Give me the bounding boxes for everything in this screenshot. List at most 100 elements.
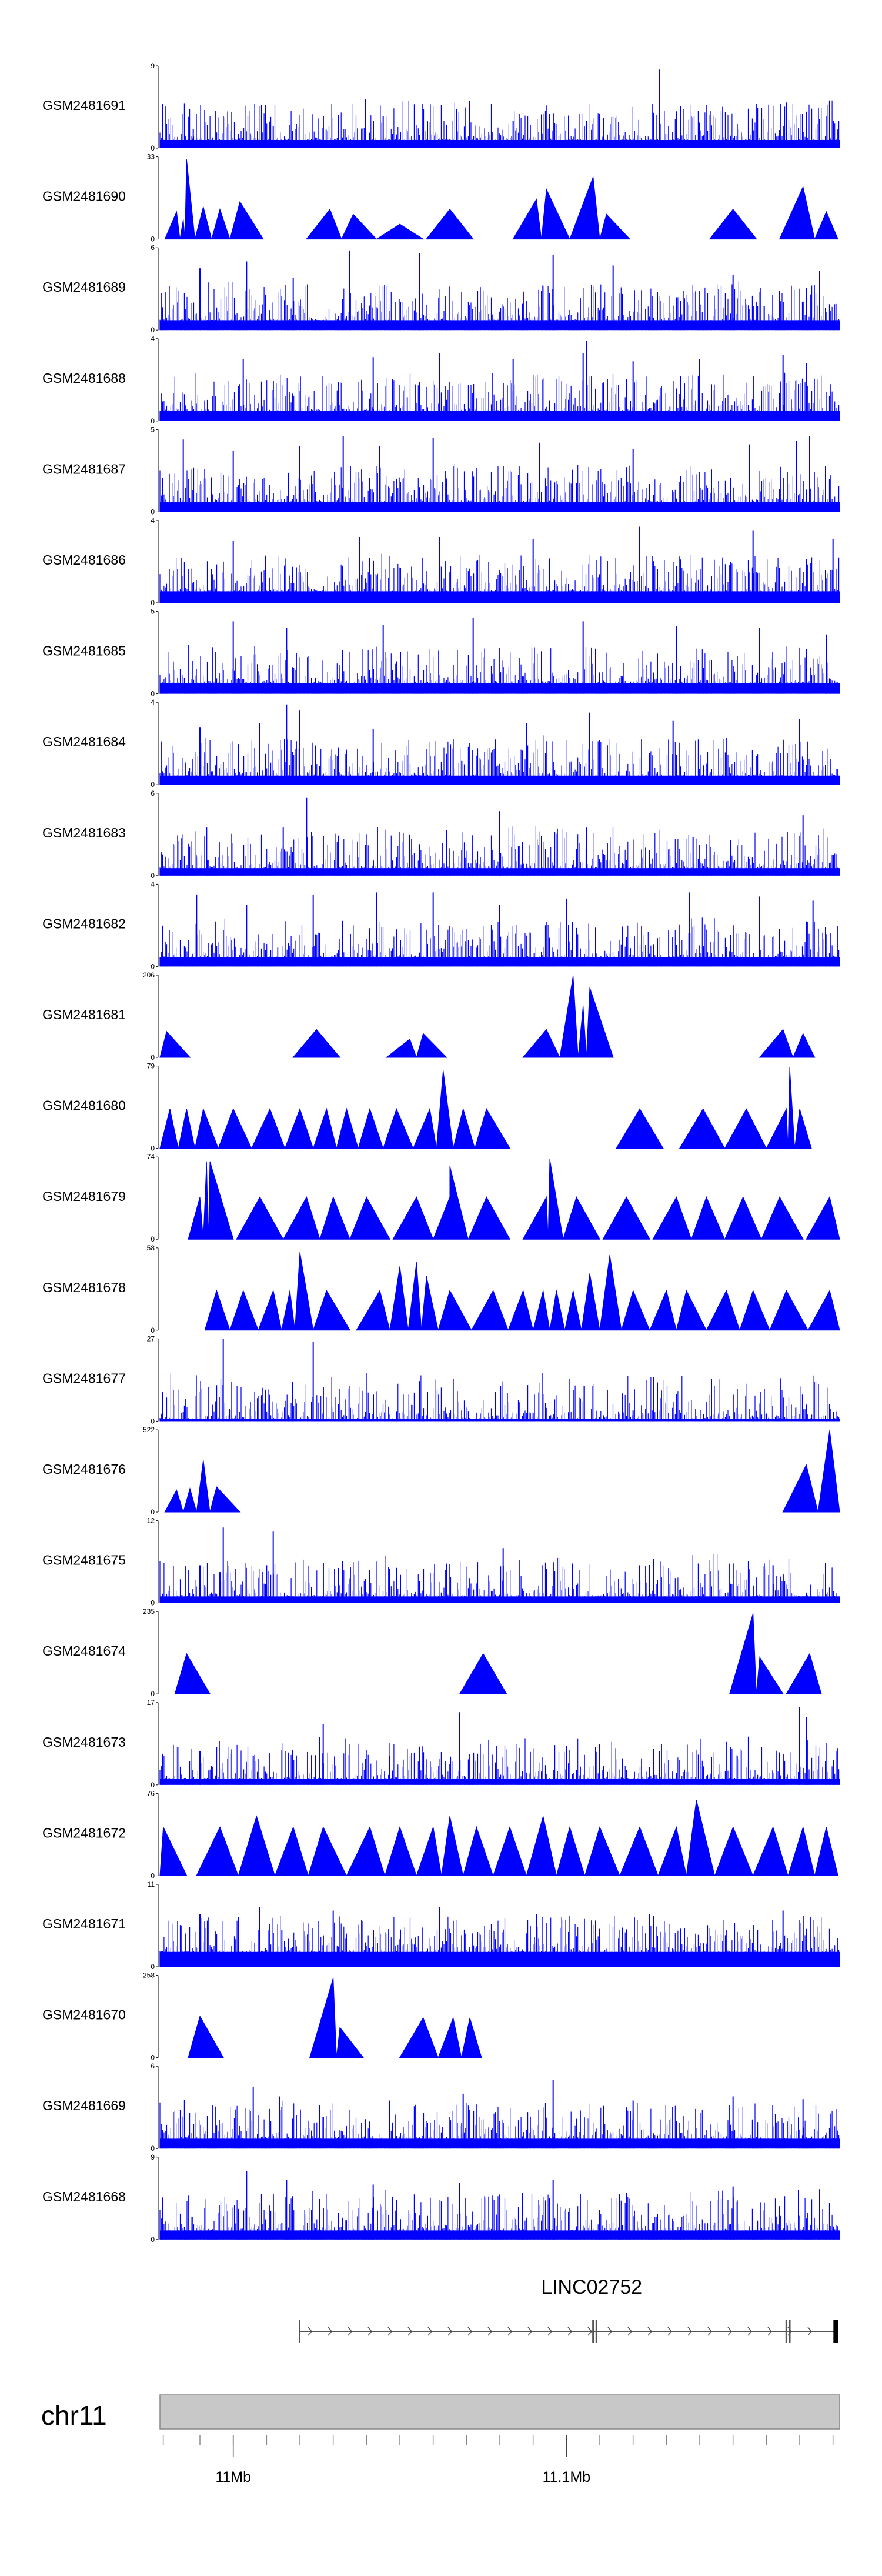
y-max-label: 33 <box>147 153 155 161</box>
signal-noise <box>159 99 840 148</box>
chromosome-band <box>159 2394 840 2430</box>
track-GSM2481690: GSM2481690 33 0 <box>42 153 839 243</box>
y-min-label: 0 <box>151 1235 155 1243</box>
exon-mark <box>592 2320 594 2343</box>
track-GSM2481673: GSM2481673 17 0 <box>42 1699 840 1789</box>
y-min-label: 0 <box>151 235 155 243</box>
track-GSM2481677: GSM2481677 27 0 <box>42 1334 840 1425</box>
strand-arrows <box>308 2327 812 2336</box>
signal-area <box>164 1430 840 1513</box>
y-max-label: 6 <box>151 2062 155 2070</box>
track-label: GSM2481683 <box>42 825 126 840</box>
y-min-label: 0 <box>151 2054 155 2062</box>
y-min-label: 0 <box>151 144 155 152</box>
axis-tick-label: 11Mb <box>215 2469 251 2485</box>
signal-noise <box>159 1373 840 1422</box>
track-label: GSM2481676 <box>42 1461 126 1477</box>
track-label: GSM2481691 <box>42 98 126 113</box>
y-max-label: 12 <box>147 1517 155 1525</box>
y-min-label: 0 <box>151 1871 155 1880</box>
track-GSM2481691: GSM2481691 9 0 <box>42 62 840 152</box>
y-min-label: 0 <box>151 1144 155 1153</box>
y-min-label: 0 <box>151 417 155 425</box>
signal-area <box>188 1159 840 1240</box>
axis-tick-label: 11.1Mb <box>543 2469 591 2485</box>
y-max-label: 17 <box>147 1699 155 1707</box>
y-max-label: 76 <box>147 1789 155 1797</box>
signal-area <box>159 1800 838 1876</box>
signal-noise <box>159 1916 840 1967</box>
signal-noise <box>159 2190 840 2240</box>
track-GSM2481674: GSM2481674 235 0 <box>42 1607 822 1698</box>
signal-baseline <box>160 1419 840 1422</box>
y-max-label: 5 <box>151 608 155 616</box>
y-min-label: 0 <box>151 872 155 880</box>
track-label: GSM2481690 <box>42 189 126 204</box>
y-min-label: 0 <box>151 1326 155 1334</box>
exon-mark <box>595 2320 597 2343</box>
signal-area <box>159 975 816 1058</box>
signal-noise <box>159 2100 840 2149</box>
signal-area <box>188 1977 482 2058</box>
track-label: GSM2481681 <box>42 1007 126 1022</box>
signal-noise <box>159 645 840 694</box>
signal-area <box>159 1067 812 1149</box>
y-min-label: 0 <box>151 1690 155 1698</box>
chromosome-label: chr11 <box>41 2400 107 2431</box>
track-GSM2481684: GSM2481684 4 0 <box>42 698 840 789</box>
signal-tracks: GSM248169190GSM2481690330GSM248168960GSM… <box>42 62 840 2244</box>
track-label: GSM2481672 <box>42 1825 126 1840</box>
gene-track: LINC02752 <box>299 2276 838 2343</box>
track-label: GSM2481675 <box>42 1553 126 1568</box>
y-min-label: 0 <box>151 2144 155 2153</box>
y-max-label: 206 <box>143 971 155 979</box>
track-GSM2481668: GSM2481668 9 0 <box>42 2153 840 2244</box>
track-label: GSM2481687 <box>42 461 126 476</box>
y-max-label: 522 <box>143 1426 155 1434</box>
track-label: GSM2481670 <box>42 2007 126 2023</box>
signal-noise <box>159 1736 840 1785</box>
track-label: GSM2481688 <box>42 371 126 386</box>
track-GSM2481682: GSM2481682 4 0 <box>42 880 840 970</box>
y-min-label: 0 <box>151 1599 155 1607</box>
y-max-label: 9 <box>151 62 155 70</box>
y-min-label: 0 <box>151 1417 155 1425</box>
signal-area <box>174 1613 822 1694</box>
track-label: GSM2481679 <box>42 1189 126 1204</box>
signal-noise <box>159 917 840 967</box>
signal-noise <box>159 553 840 603</box>
track-label: GSM2481671 <box>42 1916 126 1931</box>
y-min-label: 0 <box>151 599 155 607</box>
signal-baseline <box>160 1596 840 1603</box>
track-label: GSM2481684 <box>42 734 126 749</box>
track-GSM2481676: GSM2481676 522 0 <box>42 1426 840 1516</box>
signal-baseline <box>160 1779 840 1785</box>
y-max-label: 79 <box>147 1062 155 1070</box>
track-label: GSM2481689 <box>42 279 126 295</box>
y-max-label: 258 <box>143 1971 155 1980</box>
track-label: GSM2481680 <box>42 1098 126 1113</box>
y-min-label: 0 <box>151 1508 155 1516</box>
y-min-label: 0 <box>151 690 155 698</box>
track-GSM2481680: GSM2481680 79 0 <box>42 1062 812 1153</box>
track-GSM2481685: GSM2481685 5 0 <box>42 608 840 698</box>
track-GSM2481675: GSM2481675 12 0 <box>42 1517 840 1607</box>
exon-mark <box>833 2320 838 2343</box>
signal-area <box>164 159 839 240</box>
track-GSM2481683: GSM2481683 6 0 <box>42 789 840 880</box>
y-max-label: 4 <box>151 880 155 888</box>
track-GSM2481670: GSM2481670 258 0 <box>42 1971 482 2062</box>
track-label: GSM2481677 <box>42 1370 126 1386</box>
y-min-label: 0 <box>151 962 155 970</box>
track-label: GSM2481674 <box>42 1643 126 1659</box>
y-max-label: 58 <box>147 1244 155 1252</box>
track-GSM2481689: GSM2481689 6 0 <box>42 243 840 334</box>
signal-noise <box>159 735 840 785</box>
signal-noise <box>159 1554 840 1603</box>
y-min-label: 0 <box>151 1781 155 1789</box>
y-min-label: 0 <box>151 2235 155 2244</box>
track-GSM2481686: GSM2481686 4 0 <box>42 516 840 607</box>
exon-mark <box>785 2320 787 2343</box>
track-GSM2481687: GSM2481687 5 0 <box>42 425 840 516</box>
y-max-label: 27 <box>147 1334 155 1343</box>
